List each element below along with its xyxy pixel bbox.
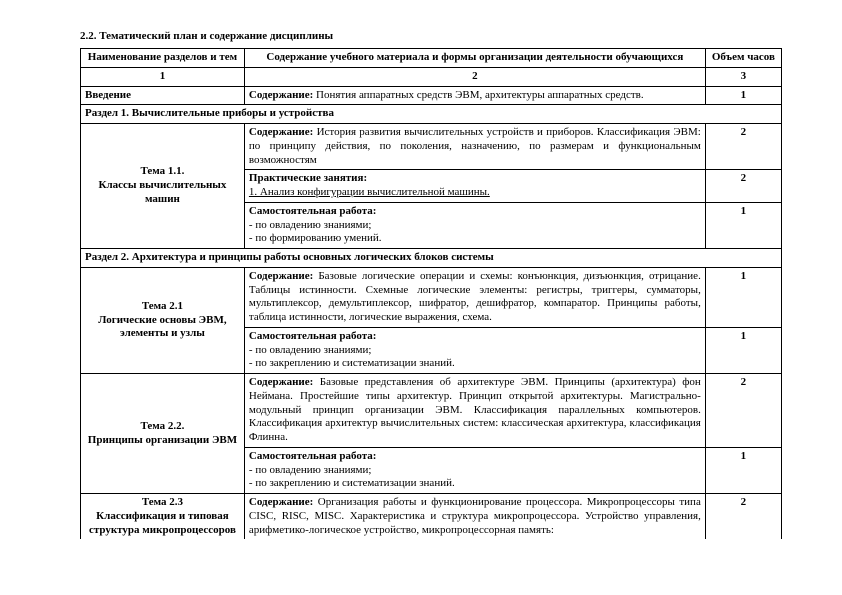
col-header-hours: Объем часов [705, 49, 781, 68]
section-2-title: Раздел 2. Архитектура и принципы работы … [81, 249, 782, 268]
t22-content-hours: 2 [705, 374, 781, 448]
t23-name: Тема 2.3 Классификация и типовая структу… [81, 494, 245, 540]
t11-name: Тема 1.1. Классы вычислительных машин [81, 124, 245, 249]
t11-content: Содержание: История развития вычислитель… [244, 124, 705, 170]
t22-self-hours: 1 [705, 447, 781, 493]
colnum-2: 2 [244, 67, 705, 86]
curriculum-table: Наименование разделов и тем Содержание у… [80, 48, 782, 539]
t11-self: Самостоятельная работа:- по овладению зн… [244, 202, 705, 248]
t21-content-hours: 1 [705, 267, 781, 327]
intro-hours: 1 [705, 86, 781, 105]
t23-content-hours: 2 [705, 494, 781, 540]
t11-content-row: Тема 1.1. Классы вычислительных машин Со… [81, 124, 782, 170]
t21-self-hours: 1 [705, 327, 781, 373]
t21-name: Тема 2.1 Логические основы ЭВМ, элементы… [81, 267, 245, 373]
t23-content-row: Тема 2.3 Классификация и типовая структу… [81, 494, 782, 540]
t22-self: Самостоятельная работа:- по овладению зн… [244, 447, 705, 493]
section-1-title: Раздел 1. Вычислительные приборы и устро… [81, 105, 782, 124]
intro-row: Введение Содержание: Понятия аппаратных … [81, 86, 782, 105]
intro-label: Введение [81, 86, 245, 105]
section-heading: 2.2. Тематический план и содержание дисц… [80, 30, 782, 42]
t21-content: Содержание: Базовые логические операции … [244, 267, 705, 327]
section-2-row: Раздел 2. Архитектура и принципы работы … [81, 249, 782, 268]
col-header-content: Содержание учебного материала и формы ор… [244, 49, 705, 68]
t11-practice-hours: 2 [705, 170, 781, 203]
t22-content: Содержание: Базовые представления об арх… [244, 374, 705, 448]
t11-content-hours: 2 [705, 124, 781, 170]
t21-self: Самостоятельная работа:- по овладению зн… [244, 327, 705, 373]
page: 2.2. Тематический план и содержание дисц… [0, 0, 842, 559]
t23-content: Содержание: Организация работы и функцио… [244, 494, 705, 540]
colnum-3: 3 [705, 67, 781, 86]
colnum-1: 1 [81, 67, 245, 86]
section-1-row: Раздел 1. Вычислительные приборы и устро… [81, 105, 782, 124]
t22-content-row: Тема 2.2. Принципы организации ЭВМ Содер… [81, 374, 782, 448]
t22-name: Тема 2.2. Принципы организации ЭВМ [81, 374, 245, 494]
col-header-name: Наименование разделов и тем [81, 49, 245, 68]
intro-content: Содержание: Понятия аппаратных средств Э… [244, 86, 705, 105]
table-header-row: Наименование разделов и тем Содержание у… [81, 49, 782, 68]
t21-content-row: Тема 2.1 Логические основы ЭВМ, элементы… [81, 267, 782, 327]
t11-practice: Практические занятия:1. Анализ конфигура… [244, 170, 705, 203]
t11-self-hours: 1 [705, 202, 781, 248]
table-number-row: 1 2 3 [81, 67, 782, 86]
